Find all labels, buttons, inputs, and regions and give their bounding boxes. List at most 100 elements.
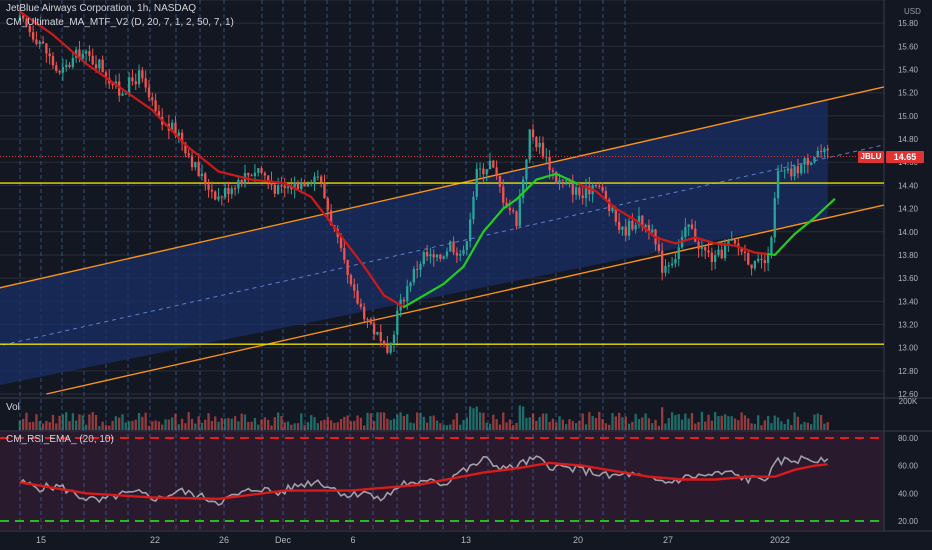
volume-bar: [51, 414, 55, 430]
candle-body: [25, 18, 28, 26]
candle-body: [88, 51, 91, 56]
candle-body: [521, 179, 525, 198]
volume-bar: [98, 426, 101, 430]
volume-bar: [531, 413, 535, 430]
indicator-legend[interactable]: CM_Ultimate_MA_MTF_V2 (D, 20, 7, 1, 2, 5…: [6, 17, 234, 28]
candle-body: [343, 248, 346, 261]
volume-bar: [707, 414, 710, 430]
regression-channel[interactable]: [0, 86, 885, 397]
volume-bar: [564, 424, 568, 430]
volume-bar: [439, 423, 442, 430]
volume-bar: [492, 414, 495, 430]
volume-bar: [253, 418, 257, 430]
candle-body: [512, 210, 515, 212]
candle-body: [379, 332, 382, 342]
candle-body: [819, 150, 823, 153]
candle-body: [412, 268, 416, 283]
candle-body: [247, 172, 250, 176]
candle-body: [704, 247, 707, 251]
volume-bar: [286, 421, 290, 430]
symbol-legend[interactable]: JetBlue Airways Corporation, 1h, NASDAQ: [6, 3, 197, 14]
volume-bar: [518, 405, 521, 430]
volume-bar: [200, 422, 204, 430]
volume-bar: [574, 423, 578, 430]
candle-body: [157, 111, 161, 118]
candle-body: [22, 15, 25, 19]
candle-body: [790, 168, 793, 177]
candle-body: [392, 334, 396, 343]
candle-body: [366, 319, 369, 321]
time-tick-label: 6: [350, 535, 355, 545]
rsi-legend[interactable]: CM_RSI_EMA_ (20, 10): [6, 434, 114, 445]
volume-bar: [525, 417, 528, 430]
candle-body: [207, 184, 210, 190]
candle-body: [111, 83, 114, 86]
candle-body: [260, 168, 263, 173]
candle-body: [425, 252, 429, 257]
volume-bar: [363, 425, 366, 430]
candle-body: [826, 148, 829, 151]
time-tick-label: 27: [663, 535, 673, 545]
candle-body: [319, 176, 323, 183]
volume-bar: [343, 416, 346, 430]
volume-bar: [18, 420, 22, 430]
candle-body: [459, 254, 462, 256]
candle-body: [313, 176, 316, 184]
volume-bar: [237, 421, 240, 430]
volume-bar: [263, 417, 267, 430]
volume-bar: [581, 413, 584, 430]
candle-body: [624, 226, 627, 236]
candle-body: [310, 183, 313, 185]
volume-bar: [796, 416, 800, 430]
candle-body: [584, 185, 588, 199]
volume-bar: [720, 415, 723, 430]
candle-body: [406, 286, 409, 302]
candle-body: [462, 249, 465, 255]
volume-bar: [502, 412, 505, 430]
volume-bar: [382, 412, 386, 430]
volume-bar: [776, 417, 780, 430]
volume-bar: [386, 418, 389, 430]
candle-body: [369, 319, 372, 324]
volume-legend[interactable]: Vol: [6, 402, 20, 413]
candle-body: [237, 179, 240, 189]
candle-body: [445, 251, 449, 257]
candle-body: [783, 170, 786, 172]
volume-bar: [141, 416, 144, 430]
candle-body: [84, 51, 88, 54]
candle-body: [611, 207, 614, 212]
candle-body: [293, 182, 296, 190]
volume-bar: [104, 424, 108, 430]
volume-bar: [462, 419, 465, 430]
volume-bar: [661, 407, 664, 430]
volume-bar: [747, 418, 750, 430]
volume-bar: [41, 423, 45, 430]
volume-bar: [313, 417, 316, 430]
volume-bar: [445, 425, 449, 430]
volume-bar: [190, 418, 194, 430]
volume-bar: [194, 423, 197, 430]
volume-bar: [690, 413, 694, 430]
volume-bar: [813, 414, 816, 430]
volume-bar: [230, 418, 233, 430]
volume-bar: [171, 417, 174, 430]
candle-body: [482, 168, 485, 175]
candle-body: [551, 170, 555, 172]
volume-bar: [240, 413, 243, 430]
candle-body: [657, 244, 661, 251]
candle-body: [558, 179, 561, 184]
candle-body: [323, 182, 326, 199]
volume-bar: [598, 411, 601, 430]
candle-body: [770, 237, 773, 255]
time-tick-label: 26: [219, 535, 229, 545]
volume-bar: [452, 419, 455, 430]
candle-body: [561, 179, 565, 181]
candle-body: [720, 249, 723, 259]
candle-body: [363, 306, 366, 320]
horizontal-levels[interactable]: [0, 182, 884, 345]
candle-body: [485, 169, 488, 175]
volume-bar: [512, 425, 515, 430]
candle-body: [816, 150, 819, 157]
candle-body: [71, 57, 74, 67]
